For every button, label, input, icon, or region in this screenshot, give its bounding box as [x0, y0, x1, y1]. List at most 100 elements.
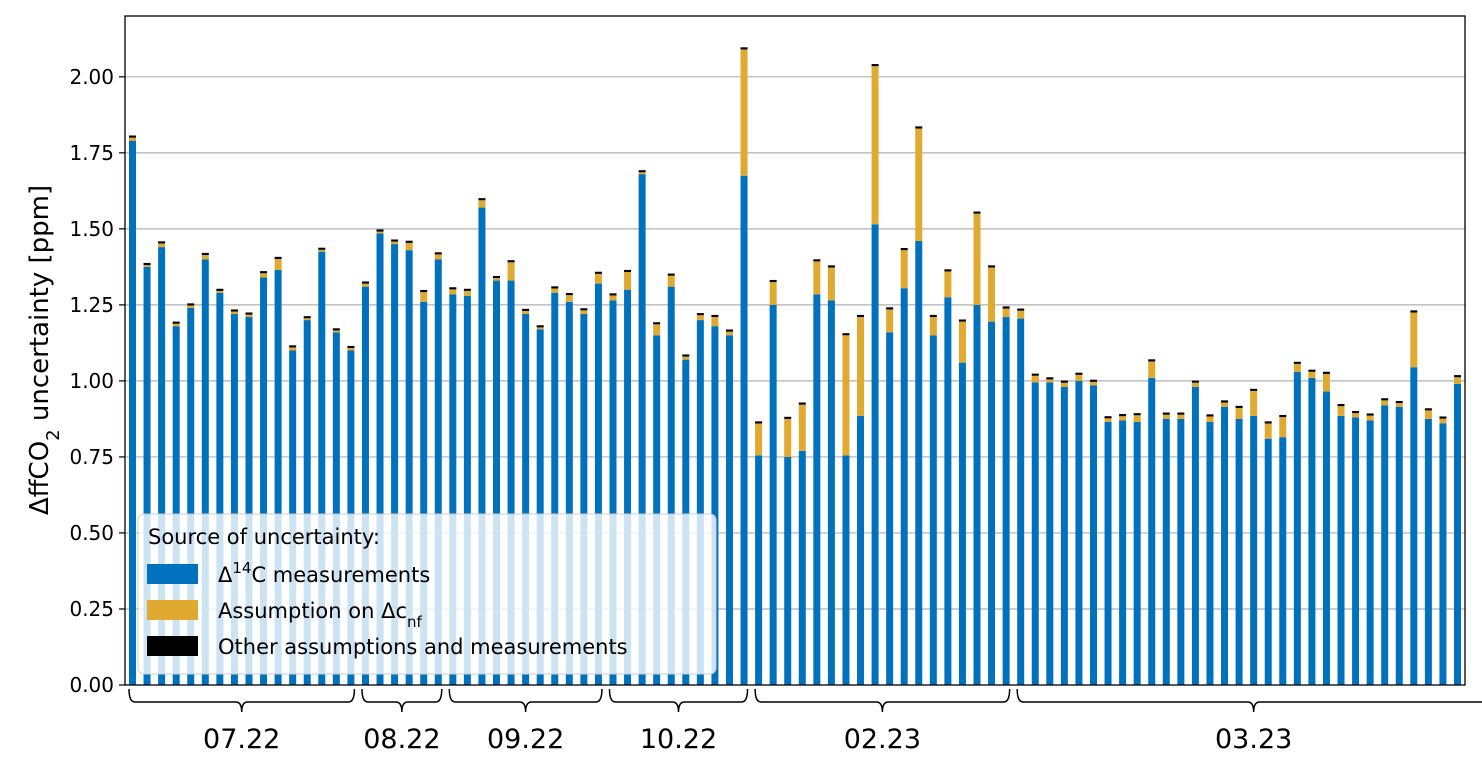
bar-c14: [201, 259, 209, 685]
bar-c14: [915, 241, 923, 685]
bar-other: [1191, 380, 1199, 383]
legend-entry-part: Δ: [218, 563, 233, 587]
bar-other: [1264, 421, 1272, 424]
bar-c14: [755, 455, 763, 685]
bar-other: [958, 319, 966, 322]
y-tick-label: 1.00: [69, 369, 114, 393]
legend: Source of uncertainty: Δ14C measurements A…: [137, 513, 717, 675]
bar-cnf: [551, 288, 559, 293]
bar-cnf: [638, 172, 646, 175]
legend-box: [137, 513, 717, 675]
bar-c14: [740, 175, 748, 686]
bar-c14: [609, 300, 617, 685]
bar-c14: [1221, 406, 1229, 685]
bar-other: [725, 329, 733, 332]
bar-other: [420, 289, 428, 293]
bar-cnf: [332, 330, 340, 333]
bar-cnf: [1148, 361, 1156, 378]
bar-other: [1352, 411, 1360, 414]
bar-cnf: [201, 255, 209, 260]
bar-c14: [1017, 318, 1025, 685]
bar-c14: [376, 233, 384, 686]
bar-c14: [361, 286, 369, 685]
bar-c14: [769, 304, 777, 685]
bar-c14: [580, 314, 588, 685]
bar-other: [216, 288, 224, 291]
bar-c14: [522, 314, 530, 685]
bar-other: [1454, 375, 1461, 378]
bar-c14: [827, 300, 835, 685]
bar-c14: [1235, 418, 1243, 685]
y-axis-label-part: ΔffCO: [25, 441, 55, 515]
bar-cnf: [347, 348, 355, 351]
bar-other: [434, 252, 442, 255]
bar-cnf: [1352, 413, 1360, 418]
bar-other: [813, 259, 821, 262]
bar-other: [391, 239, 399, 242]
bar-other: [900, 248, 908, 251]
bar-c14: [1046, 382, 1054, 685]
bar-other: [129, 135, 136, 138]
bar-other: [638, 170, 646, 173]
bar-cnf: [667, 275, 675, 287]
bar-cnf: [929, 317, 937, 336]
bar-other: [1017, 308, 1025, 311]
month-label: 10.22: [640, 724, 717, 755]
bar-other: [1089, 379, 1097, 382]
bar-other: [784, 416, 792, 419]
bar-cnf: [1454, 377, 1461, 384]
bar-other: [827, 265, 835, 268]
bar-other: [624, 269, 632, 273]
bar-cnf: [376, 231, 384, 234]
bar-cnf: [565, 295, 573, 302]
legend-entry: Δ14C measurements: [218, 559, 430, 587]
bar-cnf: [1017, 310, 1025, 319]
bar-c14: [1031, 382, 1039, 685]
bar-c14: [449, 294, 457, 685]
bar-c14: [1337, 415, 1345, 685]
bar-other: [1046, 377, 1054, 380]
bar-cnf: [1279, 417, 1287, 438]
bar-c14: [1177, 418, 1185, 685]
bar-other: [842, 333, 850, 336]
bar-other: [1337, 404, 1345, 407]
bar-cnf: [886, 309, 894, 333]
bar-other: [1322, 371, 1330, 374]
bar-cnf: [230, 311, 238, 315]
bar-other: [187, 303, 195, 306]
bar-c14: [1308, 377, 1316, 685]
month-bracket: [448, 688, 603, 713]
bar-cnf: [1206, 416, 1214, 422]
bar-c14: [857, 415, 865, 685]
bar-other: [973, 211, 981, 214]
bar-cnf: [1191, 382, 1199, 387]
bar-other: [449, 287, 457, 290]
month-label: 02.23: [844, 724, 921, 755]
bar-other: [347, 345, 355, 349]
bar-other: [1060, 380, 1068, 383]
bar-other: [565, 293, 573, 296]
bar-cnf: [1089, 381, 1097, 386]
bar-other: [1148, 359, 1156, 362]
bar-other: [696, 313, 704, 316]
bar-c14: [886, 332, 894, 685]
bar-cnf: [405, 242, 413, 251]
bar-other: [230, 309, 238, 312]
y-tick-label: 0.75: [69, 445, 114, 469]
bar-other: [1366, 413, 1374, 416]
y-tick-label: 0.00: [69, 673, 114, 697]
bar-cnf: [1250, 390, 1258, 416]
bar-other: [1206, 414, 1214, 417]
bar-c14: [332, 332, 340, 685]
bar-c14: [1322, 391, 1330, 685]
bar-other: [798, 402, 806, 405]
bar-cnf: [1235, 407, 1243, 419]
bar-other: [1410, 310, 1418, 313]
bar-cnf: [1075, 374, 1083, 381]
bar-cnf: [696, 315, 704, 321]
month-label: 07.22: [203, 724, 280, 755]
y-tick-label: 1.25: [69, 293, 114, 317]
bar-cnf: [318, 249, 326, 252]
bar-other: [944, 269, 952, 272]
bar-other: [318, 247, 326, 250]
